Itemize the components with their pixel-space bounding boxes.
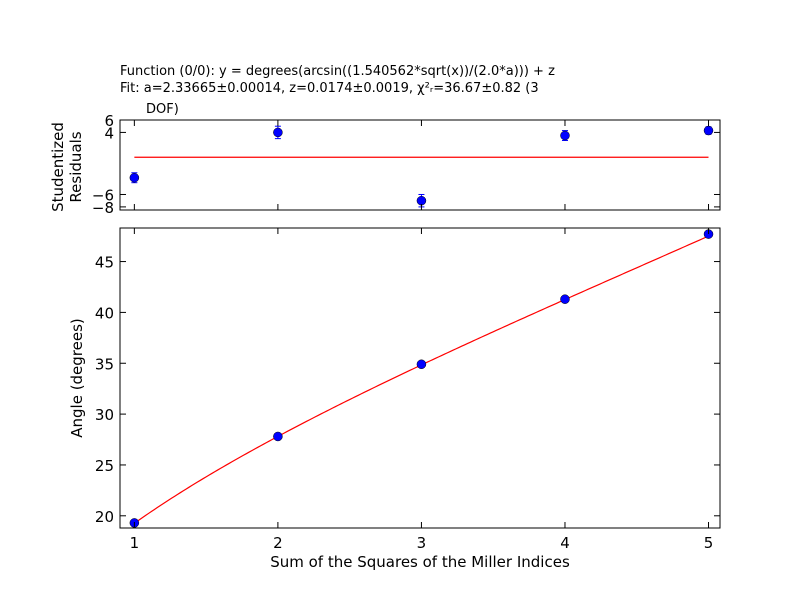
fit-ytick-label: 45 — [95, 254, 114, 272]
fit-xlabel: Sum of the Squares of the Miller Indices — [270, 553, 570, 571]
data-point — [273, 431, 283, 442]
residual-ytick-label: −8 — [92, 199, 114, 217]
residual-point — [273, 127, 283, 138]
fit-ytick-label: 25 — [95, 457, 114, 475]
residual-point — [416, 195, 427, 206]
fit-dof-line: DOF) — [146, 102, 179, 117]
fit-ytick-label: 40 — [95, 304, 114, 322]
fit-xtick-label: 4 — [560, 534, 570, 552]
fit-ylabel: Angle (degrees) — [68, 318, 86, 438]
residual-point — [703, 125, 714, 136]
fit-function-title: Function (0/0): y = degrees(arcsin((1.54… — [120, 64, 555, 79]
residuals-ylabel-line1: Studentized — [49, 122, 67, 212]
fit-ytick-label: 35 — [95, 355, 114, 373]
residual-point — [560, 130, 570, 141]
residual-ytick-label: 6 — [104, 112, 114, 130]
residuals-panel: 64 −6−8 Studentized Residuals — [49, 112, 721, 217]
fit-ytick-label: 30 — [95, 406, 114, 424]
fit-xtick-label: 5 — [704, 534, 714, 552]
residuals-ylabel-line2: Residuals — [67, 131, 85, 202]
data-point — [416, 359, 427, 370]
fit-ytick-label: 20 — [95, 508, 114, 526]
residual-ytick-label: −6 — [92, 186, 114, 204]
fit-xtick-label: 2 — [273, 534, 283, 552]
residual-ytick-label: 4 — [104, 124, 114, 142]
residual-point — [129, 172, 140, 183]
fit-xtick-label: 1 — [130, 534, 140, 552]
fit-result-line: Fit: a=2.33665±0.00014, z=0.0174±0.0019,… — [120, 81, 539, 96]
data-point — [560, 294, 570, 304]
fit-xtick-label: 3 — [417, 534, 427, 552]
